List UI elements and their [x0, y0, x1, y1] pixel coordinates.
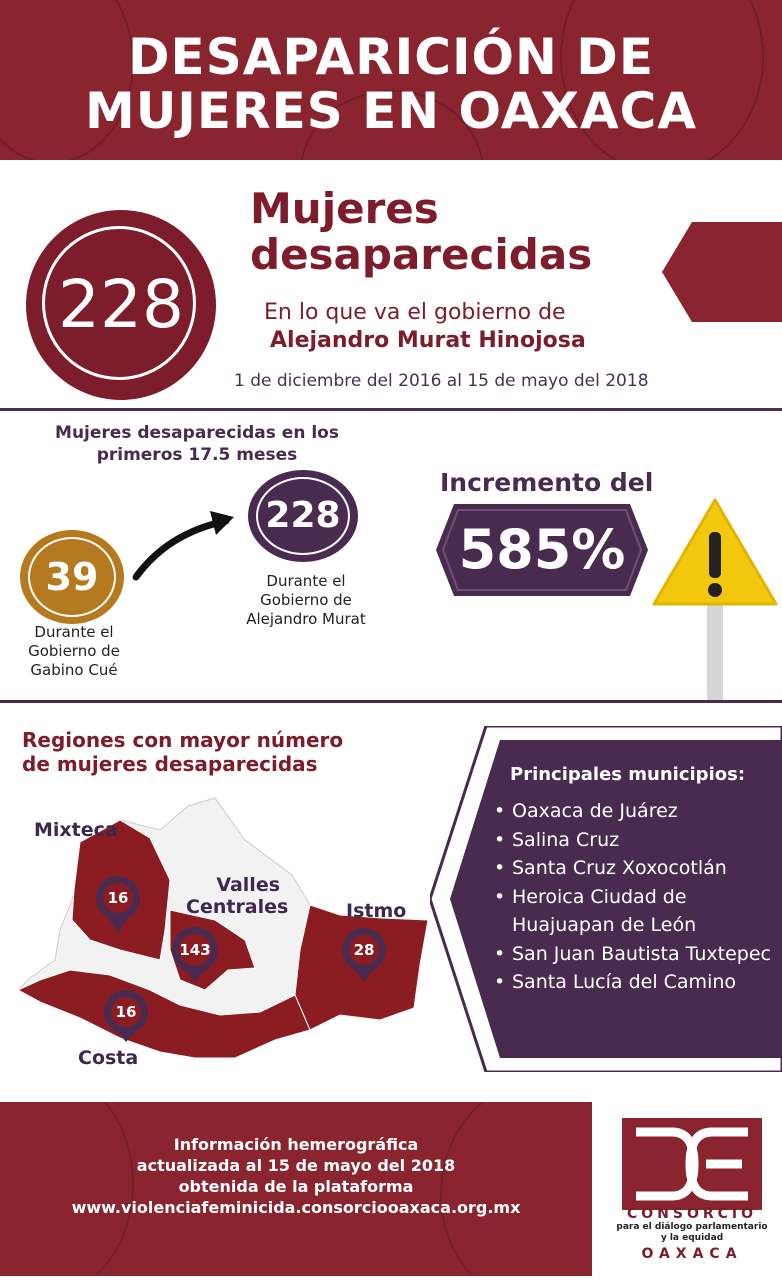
region-label-valles-line-2: Centrales	[186, 896, 289, 918]
comparison-title-line-2: primeros 17.5 meses	[96, 445, 298, 465]
logo-subtitle: para el diálogo parlamentario y la equid…	[602, 1222, 782, 1244]
subtitle-line-1: En lo que va el gobierno de	[264, 300, 566, 325]
footer-line-1: Información hemerográfica	[173, 1135, 419, 1154]
pin-costa	[104, 990, 148, 1042]
section-divider-1	[0, 408, 782, 411]
logo-place: OAXACA	[641, 1246, 743, 1262]
header-banner: DESAPARICIÓN DE MUJERES EN OAXACA	[0, 0, 782, 160]
footer-source-url: www.violenciafeminicida.consorciooaxaca.…	[71, 1198, 521, 1217]
increase-label: Incremento del	[440, 468, 654, 497]
subtitle-line-2: Alejandro Murat Hinojosa	[270, 328, 586, 353]
increase-value: 585%	[458, 518, 626, 581]
list-item: Salina Cruz	[494, 826, 779, 855]
footer-banner: Información hemerográfica actualizada al…	[0, 1102, 592, 1276]
region-label-istmo: Istmo	[346, 900, 407, 922]
footer-line-2: actualizada al 15 de mayo del 2018	[136, 1156, 456, 1175]
date-range: 1 de diciembre del 2016 al 15 de mayo de…	[234, 371, 649, 391]
comparison-title: Mujeres desaparecidas en los primeros 17…	[22, 422, 372, 466]
warning-sign-icon	[652, 498, 778, 702]
current-label-line-1: Durante el	[266, 572, 346, 590]
curved-arrow-icon	[132, 511, 234, 581]
pin-istmo	[342, 928, 386, 982]
page-title: DESAPARICIÓN DE MUJERES EN OAXACA	[0, 30, 782, 138]
logo-subtitle-line-2: y la equidad	[660, 1233, 724, 1243]
current-count-ring	[256, 477, 350, 555]
regions-title-line-1: Regiones con mayor número	[22, 728, 344, 752]
title-line-1: DESAPARICIÓN DE	[128, 28, 654, 86]
current-count-label: Durante el Gobierno de Alejandro Murat	[226, 572, 386, 629]
pin-count-costa: 16	[115, 1003, 137, 1021]
municipalities-list: Oaxaca de Juárez Salina Cruz Santa Cruz …	[494, 797, 779, 997]
current-label-line-2: Gobierno de	[260, 591, 352, 609]
consorcio-logo-icon	[622, 1118, 762, 1210]
footer-text: Información hemerográfica actualizada al…	[0, 1134, 592, 1218]
region-label-costa: Costa	[78, 1047, 139, 1069]
list-item: San Juan Bautista Tuxtepec	[494, 940, 779, 969]
region-label-valles-centrales: Valles Centrales	[186, 874, 288, 918]
municipalities-title: Principales municipios:	[510, 764, 746, 785]
region-label-mixteca: Mixteca	[34, 819, 118, 841]
previous-label-line-1: Durante el	[34, 623, 114, 641]
logo-name: CONSORCIO	[626, 1206, 758, 1222]
previous-label-line-3: Gabino Cué	[30, 661, 118, 679]
previous-count-ring	[28, 537, 116, 617]
list-item: Heroica Ciudad de Huajuapan de León	[494, 883, 779, 940]
previous-label-line-2: Gobierno de	[28, 642, 120, 660]
oaxaca-map	[16, 797, 429, 1059]
regions-title: Regiones con mayor número de mujeres des…	[22, 728, 343, 776]
section-divider-2	[0, 700, 782, 703]
previous-count-label: Durante el Gobierno de Gabino Cué	[14, 623, 134, 680]
increase-badge	[436, 504, 648, 596]
previous-count-value: 39	[45, 555, 99, 599]
list-item: Santa Lucía del Camino	[494, 968, 779, 997]
current-label-line-3: Alejandro Murat	[246, 610, 366, 628]
decorative-arrow-shape	[662, 222, 782, 322]
title-line-2: MUJERES EN OAXACA	[84, 82, 698, 140]
pin-valles-centrales	[172, 927, 218, 982]
regions-title-line-2: de mujeres desaparecidas	[22, 752, 318, 776]
headline: Mujeres desaparecidas	[250, 186, 592, 278]
logo-subtitle-line-1: para el diálogo parlamentario	[616, 1222, 768, 1232]
current-count-value: 228	[265, 495, 341, 536]
total-count-value: 228	[58, 266, 184, 343]
comparison-title-line-1: Mujeres desaparecidas en los	[55, 423, 339, 443]
total-count-ring	[42, 226, 196, 380]
pin-count-valles-centrales: 143	[179, 941, 211, 959]
pin-mixteca	[96, 876, 140, 932]
headline-line-2: desaparecidas	[250, 230, 593, 279]
pin-count-mixteca: 16	[107, 889, 129, 907]
footer-line-3: obtenida de la plataforma	[178, 1177, 414, 1196]
pin-count-istmo: 28	[353, 941, 375, 959]
region-label-valles-line-1: Valles	[216, 874, 281, 896]
region-costa	[16, 969, 311, 1059]
headline-line-1: Mujeres	[250, 184, 439, 233]
list-item: Santa Cruz Xoxocotlán	[494, 854, 779, 883]
list-item: Oaxaca de Juárez	[494, 797, 779, 826]
